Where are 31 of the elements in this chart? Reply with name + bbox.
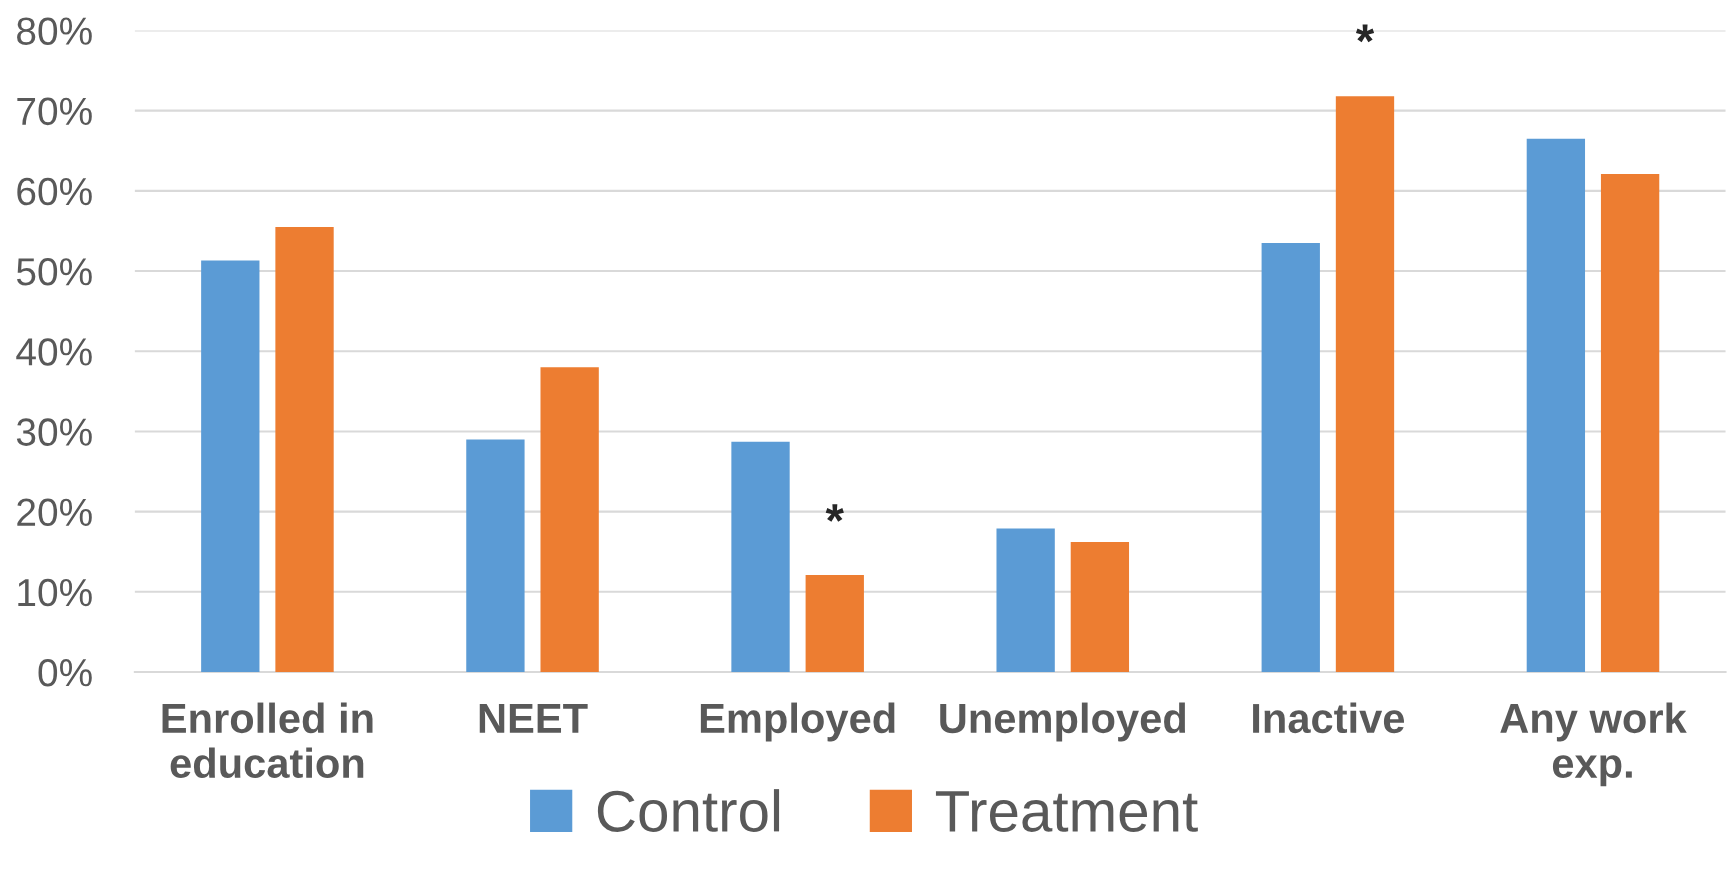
annotation: * — [825, 504, 844, 522]
legend-label: Treatment — [935, 791, 1198, 832]
bar — [731, 441, 790, 672]
y-tick-label: 80% — [17, 17, 92, 45]
bar — [996, 528, 1055, 672]
bar — [1526, 138, 1586, 672]
y-tick-label: 40% — [16, 338, 92, 366]
bar — [805, 574, 864, 672]
x-tick-label: Any work exp. — [1500, 702, 1687, 787]
bar — [1070, 542, 1130, 672]
x-tick-label: Unemployed — [940, 702, 1186, 742]
x-tick-label: Enrolled in education — [162, 702, 373, 779]
bar — [1261, 242, 1320, 672]
x-tick-label: NEET — [479, 704, 588, 733]
y-tick-label: 0% — [38, 658, 92, 687]
y-tick-label: 70% — [17, 97, 92, 126]
x-tick-label: Employed — [700, 702, 895, 742]
bar — [201, 260, 260, 672]
bar — [466, 439, 525, 672]
bar — [1600, 174, 1660, 672]
y-tick-label: 20% — [17, 498, 92, 527]
x-tick-label: Inactive — [1253, 702, 1405, 734]
bar — [275, 226, 334, 672]
bar — [540, 367, 599, 672]
y-tick-label: 60% — [17, 177, 92, 206]
y-tick-label: 30% — [16, 418, 92, 446]
bar — [1335, 96, 1395, 672]
y-tick-label: 50% — [16, 257, 92, 286]
y-tick-label: 10% — [18, 578, 92, 607]
legend-label: Control — [597, 789, 780, 832]
annotation: * — [1355, 24, 1375, 43]
